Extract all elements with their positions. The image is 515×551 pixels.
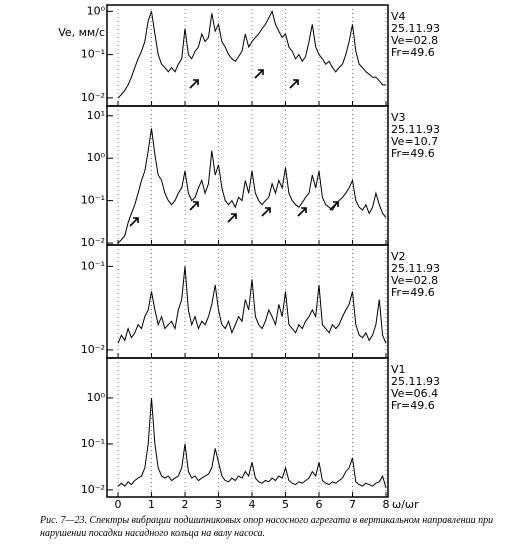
panel-frame (106, 357, 389, 498)
panel-annotation: Ve=02.8 (391, 274, 438, 287)
panel-annotation: V1 (391, 363, 406, 376)
panel-annotation: V4 (391, 10, 406, 23)
arrow (227, 213, 237, 223)
y-tick-label: 10⁻² (81, 91, 105, 104)
y-tick-label: 10⁻² (81, 236, 105, 249)
x-tick-label: 6 (316, 498, 323, 511)
y-tick-label: 10⁻² (81, 483, 105, 496)
panel-annotation: Fr=49.6 (391, 147, 435, 160)
x-tick-label: 7 (349, 498, 356, 511)
y-tick-label: 10⁻¹ (81, 194, 105, 207)
x-tick-label: 4 (249, 498, 256, 511)
y-tick-label: 10⁻¹ (81, 437, 105, 450)
arrow (129, 217, 139, 227)
arrow (289, 79, 299, 89)
panel-annotation: V3 (391, 111, 406, 124)
y-tick-label: 10⁰ (87, 391, 106, 404)
panel-annotation: Fr=49.6 (391, 46, 435, 59)
y-tick-label: 10⁻¹ (81, 48, 105, 61)
spectrum-line (117, 397, 387, 489)
spectrum-line (117, 128, 387, 244)
y-tick-label: 10⁰ (87, 4, 106, 17)
panel-annotation: 25.11.93 (391, 262, 440, 275)
panel-frame (106, 244, 389, 359)
panel-annotation: Ve=06.4 (391, 387, 438, 400)
arrow (254, 69, 264, 79)
y-tick-label: 10⁻¹ (81, 259, 105, 272)
x-tick-label: 1 (148, 498, 155, 511)
x-axis-label: ω/ωr (392, 498, 419, 511)
x-tick-label: 2 (182, 498, 189, 511)
y-tick-label: 10¹ (87, 109, 105, 122)
panel-annotation: 25.11.93 (391, 123, 440, 136)
panel-annotation: Ve=10.7 (391, 135, 438, 148)
spectrum-line (117, 9, 386, 99)
arrow (189, 201, 199, 211)
panel-annotation: Fr=49.6 (391, 286, 435, 299)
x-tick-label: 0 (115, 498, 122, 511)
y-tick-label: 10⁰ (87, 151, 106, 164)
panel-annotation: Fr=49.6 (391, 399, 435, 412)
panel-annotation: V2 (391, 250, 406, 263)
panel-annotation: 25.11.93 (391, 375, 440, 388)
panel-frame (106, 105, 389, 246)
arrow (261, 207, 271, 217)
arrow (297, 207, 307, 217)
spectrum-line (117, 266, 387, 344)
y-axis-label: Ve, мм/с (58, 26, 105, 39)
x-tick-label: 3 (215, 498, 222, 511)
panel-annotation: Ve=02.8 (391, 34, 438, 47)
x-tick-label: 8 (382, 498, 389, 511)
caption: Рис. 7—23. Спектры вибрации подшипниковы… (40, 515, 494, 539)
arrow (189, 79, 199, 89)
x-tick-label: 5 (282, 498, 289, 511)
y-tick-label: 10⁻² (81, 343, 105, 356)
panel-annotation: 25.11.93 (391, 22, 440, 35)
arrow (329, 201, 339, 211)
